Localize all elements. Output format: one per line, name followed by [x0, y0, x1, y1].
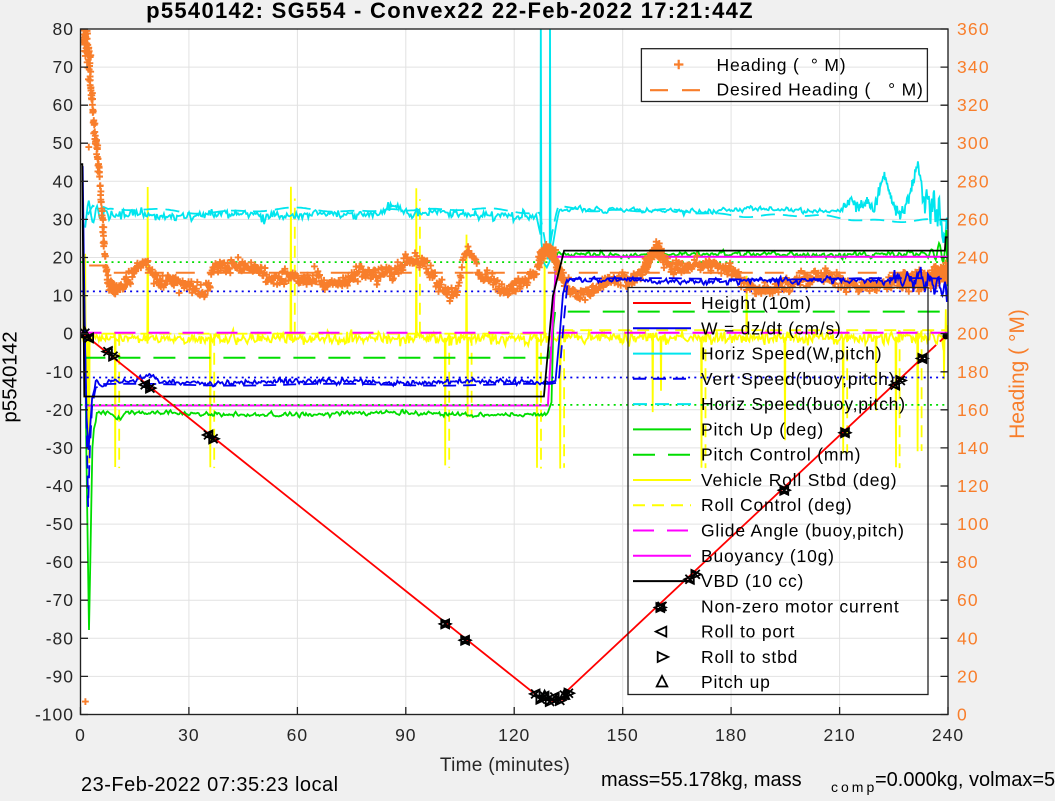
- svg-text:Heading ( ° M): Heading ( ° M): [717, 55, 847, 75]
- svg-text:20: 20: [957, 666, 979, 686]
- svg-text:240: 240: [932, 725, 964, 745]
- svg-text:comp: comp: [831, 779, 877, 795]
- svg-text:0: 0: [75, 725, 86, 745]
- svg-text:Glide Angle (buoy,pitch): Glide Angle (buoy,pitch): [701, 521, 905, 541]
- svg-text:Desired Heading ( ° M): Desired Heading ( ° M): [717, 80, 924, 100]
- svg-text:320: 320: [957, 95, 990, 115]
- svg-text:40: 40: [53, 171, 74, 191]
- svg-text:-70: -70: [46, 590, 74, 610]
- svg-text:-80: -80: [46, 628, 74, 648]
- svg-text:Roll to port: Roll to port: [701, 622, 795, 642]
- svg-text:70: 70: [53, 57, 74, 77]
- svg-text:0: 0: [957, 705, 968, 725]
- svg-text:Vert Speed(buoy,pitch): Vert Speed(buoy,pitch): [701, 369, 895, 389]
- svg-text:W = dz/dt (cm/s): W = dz/dt (cm/s): [701, 318, 842, 338]
- svg-text:Pitch up: Pitch up: [701, 672, 771, 692]
- svg-text:Pitch Control (mm): Pitch Control (mm): [701, 445, 861, 465]
- svg-text:Horiz Speed(buoy,pitch): Horiz Speed(buoy,pitch): [701, 394, 906, 414]
- svg-text:0: 0: [63, 324, 74, 344]
- svg-text:10: 10: [53, 286, 74, 306]
- svg-text:-10: -10: [46, 362, 74, 382]
- svg-text:-60: -60: [46, 552, 74, 572]
- svg-text:50: 50: [53, 133, 74, 153]
- svg-text:Time (minutes): Time (minutes): [440, 755, 570, 776]
- svg-text:Buoyancy (10g): Buoyancy (10g): [701, 546, 835, 566]
- svg-text:80: 80: [53, 19, 74, 39]
- svg-text:260: 260: [957, 209, 990, 229]
- svg-text:60: 60: [957, 590, 979, 610]
- svg-text:60: 60: [53, 95, 74, 115]
- svg-text:340: 340: [957, 57, 990, 77]
- svg-text:Non-zero motor current: Non-zero motor current: [701, 596, 900, 616]
- svg-text:-90: -90: [46, 666, 74, 686]
- svg-text:23-Feb-2022 07:35:23 local: 23-Feb-2022 07:35:23 local: [81, 774, 339, 796]
- svg-text:-50: -50: [46, 514, 74, 534]
- svg-text:120: 120: [957, 476, 990, 496]
- svg-text:40: 40: [957, 628, 979, 648]
- svg-text:140: 140: [957, 438, 990, 458]
- svg-text:p5540142: p5540142: [0, 331, 22, 422]
- svg-text:mass=55.178kg, mass: mass=55.178kg, mass: [601, 769, 802, 791]
- svg-text:100: 100: [957, 514, 990, 534]
- svg-text:210: 210: [823, 725, 855, 745]
- svg-text:30: 30: [178, 725, 199, 745]
- svg-text:180: 180: [957, 362, 990, 382]
- svg-text:120: 120: [498, 725, 530, 745]
- svg-text:360: 360: [957, 19, 990, 39]
- svg-text:220: 220: [957, 286, 990, 306]
- svg-text:p5540142: SG554 - Convex22 22-: p5540142: SG554 - Convex22 22-Feb-2022 1…: [146, 0, 754, 23]
- svg-text:300: 300: [957, 133, 990, 153]
- svg-text:80: 80: [957, 552, 979, 572]
- svg-text:150: 150: [607, 725, 639, 745]
- svg-text:-20: -20: [46, 400, 74, 420]
- svg-text:Horiz Speed(W,pitch): Horiz Speed(W,pitch): [701, 344, 882, 364]
- svg-text:60: 60: [287, 725, 308, 745]
- svg-text:180: 180: [715, 725, 747, 745]
- svg-text:-30: -30: [46, 438, 74, 458]
- svg-text:20: 20: [53, 248, 74, 268]
- svg-text:VBD (10 cc): VBD (10 cc): [701, 571, 804, 591]
- svg-text:160: 160: [957, 400, 990, 420]
- svg-text:=0.000kg, volmax=52.725L: =0.000kg, volmax=52.725L: [875, 769, 1055, 791]
- svg-text:Vehicle Roll Stbd (deg): Vehicle Roll Stbd (deg): [701, 470, 897, 490]
- svg-text:Pitch Up (deg): Pitch Up (deg): [701, 419, 824, 439]
- svg-text:Height (10m): Height (10m): [701, 293, 812, 313]
- svg-text:-100: -100: [35, 705, 74, 725]
- svg-text:Roll Control (deg): Roll Control (deg): [701, 495, 853, 515]
- svg-text:30: 30: [53, 209, 74, 229]
- svg-text:240: 240: [957, 248, 990, 268]
- svg-text:280: 280: [957, 171, 990, 191]
- svg-text:Heading ( °M): Heading ( °M): [1006, 309, 1029, 439]
- svg-text:200: 200: [957, 324, 990, 344]
- svg-text:Roll to stbd: Roll to stbd: [701, 647, 798, 667]
- svg-text:90: 90: [395, 725, 416, 745]
- svg-text:-40: -40: [46, 476, 74, 496]
